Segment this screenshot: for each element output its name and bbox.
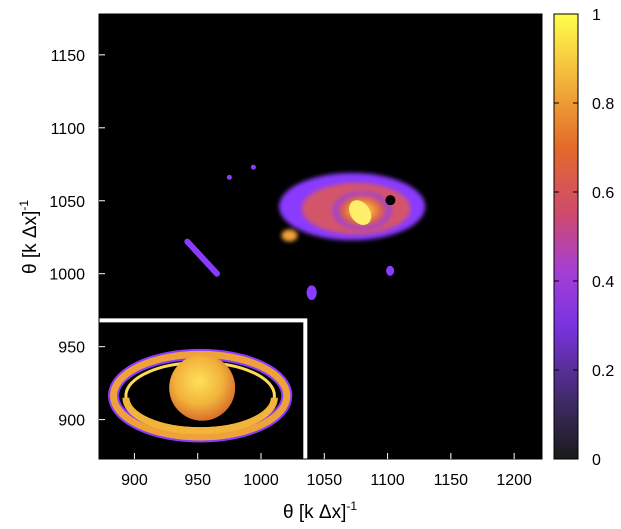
- small-blob-right-region: [386, 265, 395, 276]
- y-tick-label: 900: [58, 413, 85, 430]
- x-tick-label: 1200: [496, 472, 532, 489]
- plot-frame: [98, 13, 543, 460]
- ring-front: [122, 397, 278, 435]
- main-reconstruction-region: [279, 172, 426, 242]
- colorbar-gradient: [553, 13, 579, 460]
- colorbar-tick-label: 0.8: [592, 96, 614, 113]
- ring-outer: [110, 350, 291, 441]
- x-tick-label: 1000: [243, 472, 279, 489]
- colorbar-tick-label: 0: [592, 452, 601, 469]
- x-axis-label: θ [k Δx]-1: [283, 499, 357, 523]
- main-region-lobe: [281, 229, 298, 242]
- axes: 900 950 1000 1050 1100 1150 1200 900 950 1000 1050…: [49, 13, 543, 489]
- x-tick-label: 1050: [307, 472, 343, 489]
- y-tick-label: 1000: [49, 267, 85, 284]
- colorbar: 0 0.2 0.4 0.6 0.8 1: [553, 7, 614, 469]
- y-tick-label: 1050: [49, 194, 85, 211]
- x-tick-label: 950: [184, 472, 211, 489]
- colorbar-tick-label: 0.6: [592, 185, 614, 202]
- y-tick-label: 950: [58, 340, 85, 357]
- colorbar-tick-label: 0.4: [592, 274, 614, 291]
- y-axis-label: θ [k Δx]-1: [17, 200, 41, 274]
- x-tick-label: 900: [121, 472, 148, 489]
- x-tick-label: 1150: [434, 472, 469, 489]
- speckle-dot-1: [250, 164, 256, 170]
- left-streak-region: [184, 238, 220, 277]
- planet-body: [169, 354, 236, 421]
- y-tick-label: 1150: [51, 48, 86, 65]
- x-tick-label: 1100: [370, 472, 405, 489]
- inset-image: [99, 318, 308, 459]
- heatmap-layer: [184, 164, 426, 300]
- inset-border: [99, 318, 308, 459]
- y-tick-label: 1100: [51, 121, 86, 138]
- speckle-dot-0: [226, 174, 232, 180]
- colorbar-tick-label: 1: [592, 7, 601, 24]
- main-region-peak: [349, 200, 372, 225]
- small-blob-lower-region: [306, 285, 317, 300]
- colorbar-tick-label: 0.2: [592, 363, 614, 380]
- main-region-hole: [385, 195, 396, 206]
